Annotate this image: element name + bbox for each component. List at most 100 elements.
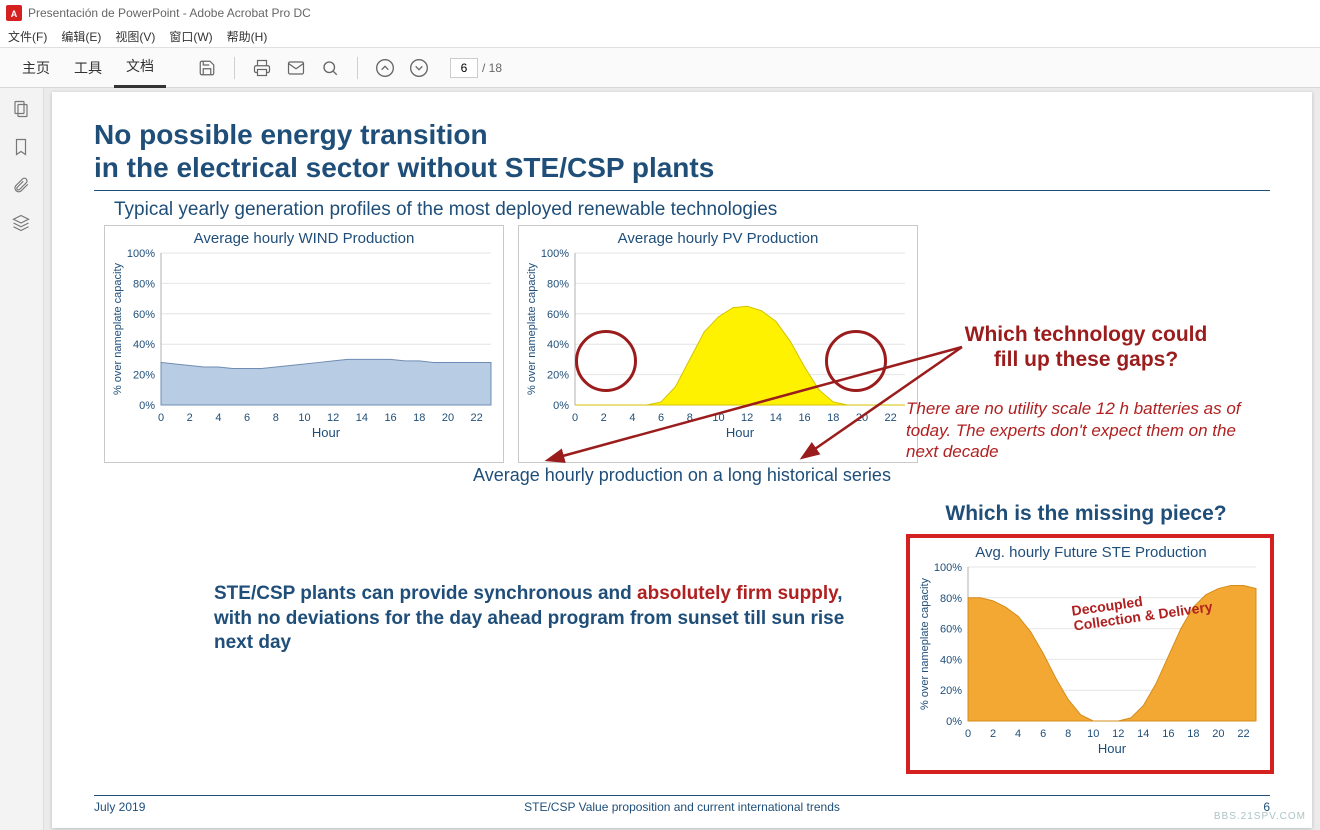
slide-subhead: Typical yearly generation profiles of th…: [114, 199, 1270, 221]
menu-edit[interactable]: 编辑(E): [61, 28, 101, 45]
svg-text:8: 8: [687, 412, 693, 424]
slide-body: STE/CSP plants can provide synchronous a…: [214, 582, 854, 656]
svg-text:6: 6: [244, 412, 250, 424]
page-up-icon[interactable]: [371, 54, 399, 82]
slide-footer: July 2019 STE/CSP Value proposition and …: [94, 795, 1270, 814]
chart-wind: Average hourly WIND Production 0% 20% 40% 6…: [104, 225, 504, 463]
svg-text:100%: 100%: [934, 562, 962, 574]
svg-text:16: 16: [798, 412, 810, 424]
footer-date: July 2019: [94, 800, 145, 814]
battery-note: There are no utility scale 12 h batterie…: [906, 398, 1266, 462]
svg-text:22: 22: [1237, 728, 1249, 740]
svg-text:14: 14: [356, 412, 368, 424]
svg-text:4: 4: [215, 412, 221, 424]
svg-text:% over nameplate capacity: % over nameplate capacity: [526, 263, 538, 396]
svg-text:16: 16: [1162, 728, 1174, 740]
svg-text:10: 10: [1087, 728, 1099, 740]
svg-text:4: 4: [1015, 728, 1021, 740]
svg-text:8: 8: [1065, 728, 1071, 740]
svg-text:12: 12: [327, 412, 339, 424]
svg-text:14: 14: [770, 412, 782, 424]
svg-text:40%: 40%: [940, 655, 962, 667]
svg-text:2: 2: [990, 728, 996, 740]
svg-text:80%: 80%: [547, 278, 569, 290]
svg-text:20%: 20%: [133, 370, 155, 382]
pdf-page: No possible energy transition in the ele…: [52, 92, 1312, 828]
svg-text:8: 8: [273, 412, 279, 424]
svg-text:2: 2: [187, 412, 193, 424]
svg-text:10: 10: [712, 412, 724, 424]
svg-text:60%: 60%: [547, 309, 569, 321]
svg-text:60%: 60%: [940, 624, 962, 636]
document-area[interactable]: No possible energy transition in the ele…: [44, 88, 1320, 830]
svg-text:0%: 0%: [139, 400, 155, 412]
email-icon[interactable]: [282, 54, 310, 82]
chart-pv: Average hourly PV Production 0% 20% 40% 60%…: [518, 225, 918, 463]
search-icon[interactable]: [316, 54, 344, 82]
svg-text:16: 16: [384, 412, 396, 424]
print-icon[interactable]: [248, 54, 276, 82]
svg-text:14: 14: [1137, 728, 1149, 740]
svg-text:Hour: Hour: [726, 425, 755, 440]
svg-text:% over nameplate capacity: % over nameplate capacity: [919, 578, 931, 711]
svg-text:80%: 80%: [133, 278, 155, 290]
svg-text:4: 4: [629, 412, 635, 424]
svg-text:0: 0: [572, 412, 578, 424]
svg-text:2: 2: [601, 412, 607, 424]
save-icon[interactable]: [193, 54, 221, 82]
layers-icon[interactable]: [12, 214, 32, 234]
question-missing: Which is the missing piece?: [906, 502, 1266, 526]
chart-ste-frame: Avg. hourly Future STE Production 0% 20% 4…: [906, 534, 1274, 774]
svg-text:40%: 40%: [547, 339, 569, 351]
right-column: Which technology couldfill up these gaps…: [906, 322, 1266, 774]
chart-wind-title: Average hourly WIND Production: [105, 226, 503, 247]
svg-text:22: 22: [471, 412, 483, 424]
svg-text:0: 0: [158, 412, 164, 424]
chart-pv-title: Average hourly PV Production: [519, 226, 917, 247]
svg-text:100%: 100%: [541, 248, 569, 260]
watermark: BBS.21SPV.COM: [1214, 811, 1306, 822]
thumbnails-icon[interactable]: [12, 100, 32, 120]
svg-text:22: 22: [885, 412, 897, 424]
menu-help[interactable]: 帮助(H): [227, 28, 268, 45]
footer-title: STE/CSP Value proposition and current in…: [524, 800, 840, 814]
svg-text:% over nameplate capacity: % over nameplate capacity: [112, 263, 124, 396]
tab-home[interactable]: 主页: [10, 48, 62, 88]
svg-text:Hour: Hour: [312, 425, 341, 440]
svg-text:18: 18: [1187, 728, 1199, 740]
question-gaps: Which technology couldfill up these gaps…: [906, 322, 1266, 372]
slide-title: No possible energy transition in the ele…: [94, 118, 1270, 184]
svg-text:12: 12: [1112, 728, 1124, 740]
svg-text:20: 20: [856, 412, 868, 424]
svg-text:60%: 60%: [133, 309, 155, 321]
svg-text:100%: 100%: [127, 248, 155, 260]
tab-document[interactable]: 文档: [114, 48, 166, 88]
page-total: / 18: [482, 61, 502, 75]
svg-text:12: 12: [741, 412, 753, 424]
svg-text:18: 18: [827, 412, 839, 424]
menu-window[interactable]: 窗口(W): [169, 28, 212, 45]
svg-text:20%: 20%: [940, 685, 962, 697]
svg-text:10: 10: [298, 412, 310, 424]
attachment-icon[interactable]: [12, 176, 32, 196]
toolbar: 主页 工具 文档 / 18: [0, 48, 1320, 88]
titlebar: A Presentación de PowerPoint - Adobe Acr…: [0, 0, 1320, 26]
menu-view[interactable]: 视图(V): [115, 28, 155, 45]
svg-text:20: 20: [1212, 728, 1224, 740]
svg-text:40%: 40%: [133, 339, 155, 351]
bookmark-icon[interactable]: [12, 138, 32, 158]
page-down-icon[interactable]: [405, 54, 433, 82]
svg-text:20%: 20%: [547, 370, 569, 382]
svg-text:6: 6: [1040, 728, 1046, 740]
svg-text:0: 0: [965, 728, 971, 740]
left-sidebar: [0, 88, 44, 830]
page-number-input[interactable]: [450, 58, 478, 78]
svg-text:0%: 0%: [946, 716, 962, 728]
tab-tools[interactable]: 工具: [62, 48, 114, 88]
window-title: Presentación de PowerPoint - Adobe Acrob…: [28, 6, 311, 20]
chart-ste-title: Avg. hourly Future STE Production: [912, 540, 1270, 561]
menu-file[interactable]: 文件(F): [8, 28, 47, 45]
menubar: 文件(F) 编辑(E) 视图(V) 窗口(W) 帮助(H): [0, 26, 1320, 48]
svg-text:20: 20: [442, 412, 454, 424]
svg-text:0%: 0%: [553, 400, 569, 412]
